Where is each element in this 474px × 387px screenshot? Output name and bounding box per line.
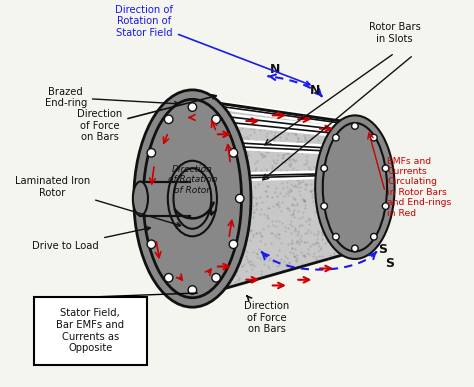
Circle shape bbox=[371, 134, 377, 141]
Text: Direction
of Force
on Bars: Direction of Force on Bars bbox=[77, 95, 216, 142]
Circle shape bbox=[147, 149, 155, 157]
Circle shape bbox=[352, 245, 358, 252]
Ellipse shape bbox=[315, 115, 394, 259]
Circle shape bbox=[383, 203, 389, 209]
Circle shape bbox=[147, 240, 155, 248]
Ellipse shape bbox=[133, 182, 148, 216]
Ellipse shape bbox=[134, 90, 251, 307]
Text: N: N bbox=[310, 84, 320, 97]
Text: Direction of
Rotation of
Stator Field: Direction of Rotation of Stator Field bbox=[115, 5, 310, 85]
Circle shape bbox=[164, 115, 173, 123]
Polygon shape bbox=[192, 99, 355, 298]
Polygon shape bbox=[140, 182, 191, 216]
Ellipse shape bbox=[168, 161, 217, 236]
Text: Drive to Load: Drive to Load bbox=[32, 227, 150, 251]
Text: Laminated Iron
Rotor: Laminated Iron Rotor bbox=[15, 176, 181, 226]
Text: Rotor Bars
in Slots: Rotor Bars in Slots bbox=[369, 22, 420, 44]
Text: Direction
of Rotation
of Rotor: Direction of Rotation of Rotor bbox=[168, 165, 217, 195]
Circle shape bbox=[333, 134, 339, 141]
Circle shape bbox=[352, 123, 358, 129]
Circle shape bbox=[333, 233, 339, 240]
Text: Brazed
End-ring: Brazed End-ring bbox=[45, 87, 179, 108]
Text: EMFs and
Currents
Circulating
in Rotor Bars
and End-rings
in Red: EMFs and Currents Circulating in Rotor B… bbox=[387, 157, 451, 218]
Text: Direction
of Force
on Bars: Direction of Force on Bars bbox=[245, 296, 290, 334]
Circle shape bbox=[164, 274, 173, 282]
Circle shape bbox=[321, 165, 328, 171]
Circle shape bbox=[141, 194, 149, 203]
Circle shape bbox=[321, 203, 328, 209]
Text: N: N bbox=[270, 63, 281, 76]
Text: S: S bbox=[385, 257, 394, 270]
Circle shape bbox=[371, 233, 377, 240]
Text: S: S bbox=[378, 243, 387, 256]
Circle shape bbox=[212, 274, 220, 282]
Circle shape bbox=[188, 286, 197, 294]
Circle shape bbox=[188, 103, 197, 111]
FancyBboxPatch shape bbox=[34, 297, 147, 365]
Circle shape bbox=[383, 165, 389, 171]
Circle shape bbox=[212, 115, 220, 123]
Text: Stator Field,
Bar EMFs and
Currents as
Opposite: Stator Field, Bar EMFs and Currents as O… bbox=[56, 308, 124, 353]
Circle shape bbox=[229, 149, 237, 157]
Circle shape bbox=[236, 194, 244, 203]
Circle shape bbox=[229, 240, 237, 248]
